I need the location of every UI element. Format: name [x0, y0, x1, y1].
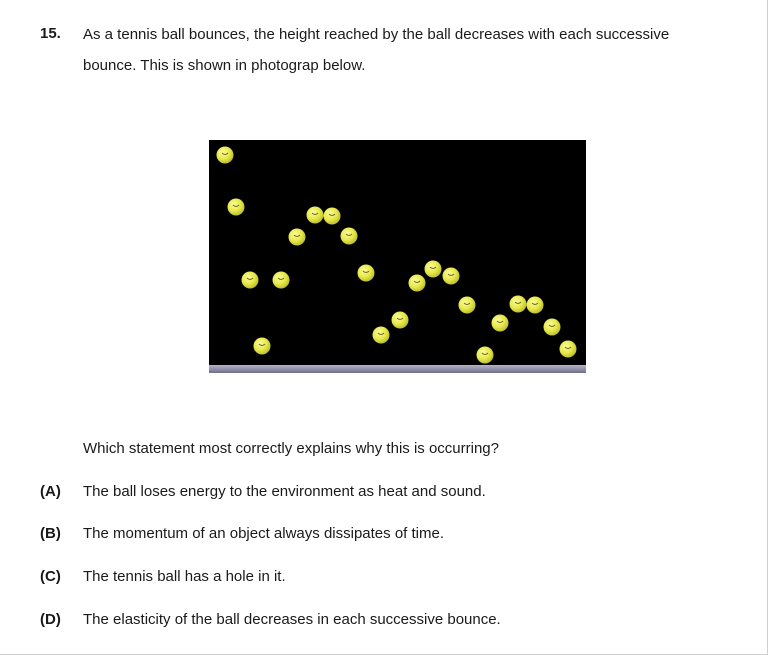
ball-seam-20 [531, 302, 539, 305]
option-b-text[interactable]: The momentum of an object always dissipa… [83, 525, 444, 542]
option-c-text[interactable]: The tennis ball has a hole in it. [83, 568, 286, 585]
ball-seam-14 [429, 266, 437, 269]
floor-strip [209, 365, 586, 373]
option-a-text[interactable]: The ball loses energy to the environment… [83, 483, 486, 500]
ball-seam-19 [514, 301, 522, 304]
ball-seam-18 [496, 320, 504, 323]
question-text-line-1: As a tennis ball bounces, the height rea… [83, 26, 670, 43]
ball-seam-17 [481, 352, 489, 355]
ball-seam-15 [447, 273, 455, 276]
ball-seam-2 [232, 204, 240, 207]
ball-seam-22 [564, 346, 572, 349]
question-prompt: Which statement most correctly explains … [83, 440, 499, 457]
ball-seam-16 [463, 302, 471, 305]
ball-seam-21 [548, 324, 556, 327]
option-c-letter: (C) [40, 568, 61, 585]
ball-group [216, 146, 577, 364]
ball-seam-13 [413, 280, 421, 283]
ball-seam-6 [293, 234, 301, 237]
ball-seam-4 [258, 343, 266, 346]
bouncing-ball-photograph [209, 140, 586, 373]
ball-seam-7 [311, 212, 319, 215]
option-b-letter: (B) [40, 525, 61, 542]
ball-seam-8 [328, 213, 336, 216]
ball-seam-9 [345, 233, 353, 236]
ball-seam-10 [362, 270, 370, 273]
ball-seam-3 [246, 277, 254, 280]
photo-background [209, 140, 586, 373]
question-text-line-2: bounce. This is shown in photograp below… [83, 57, 366, 74]
option-d-letter: (D) [40, 611, 61, 628]
option-a-letter: (A) [40, 483, 61, 500]
question-number: 15. [40, 25, 61, 42]
ball-seam-11 [377, 332, 385, 335]
ball-seam-1 [221, 152, 229, 155]
ball-seam-12 [396, 317, 404, 320]
ball-seam-5 [277, 277, 285, 280]
option-d-text[interactable]: The elasticity of the ball decreases in … [83, 611, 501, 628]
